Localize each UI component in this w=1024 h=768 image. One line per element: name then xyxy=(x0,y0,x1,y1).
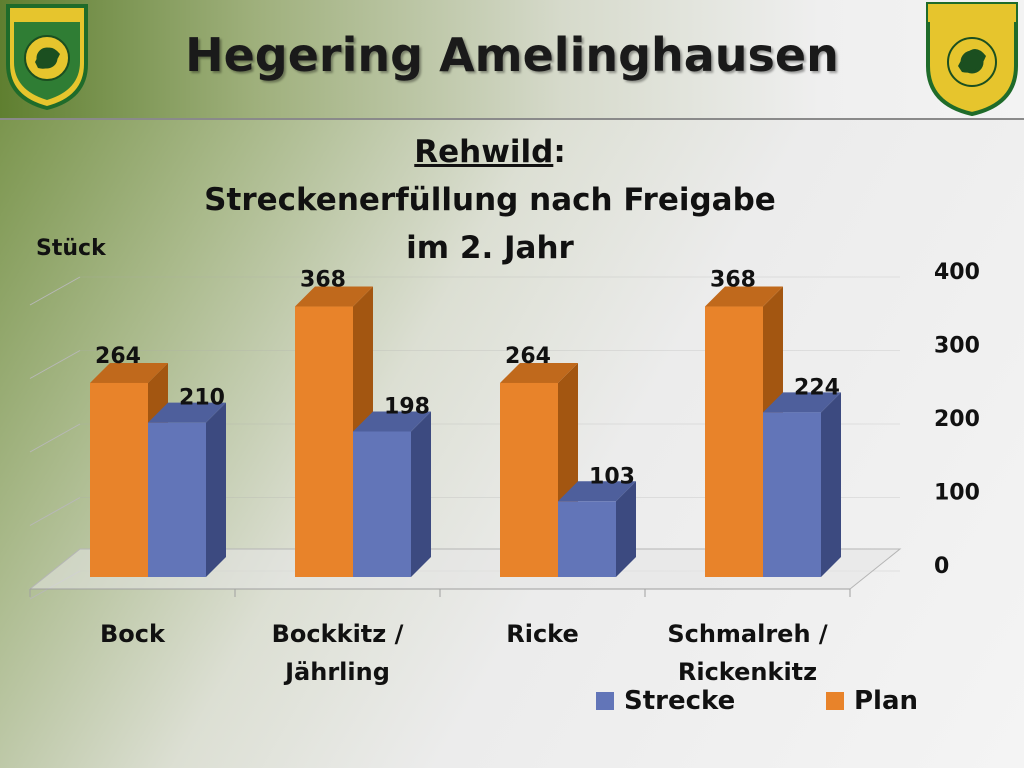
category-label-0-0: Bock xyxy=(100,620,166,648)
legend-label-strecke: Strecke xyxy=(624,686,736,716)
gridline-side-2 xyxy=(29,423,81,453)
data-label-plan-0: 264 xyxy=(95,344,141,369)
bar-strecke-2 xyxy=(558,501,616,577)
bar-top-strecke-0 xyxy=(148,402,226,423)
page-title: Hegering Amelinghausen xyxy=(185,28,839,82)
hegegemeinschaft-logo-icon xyxy=(926,2,1018,116)
category-label-1-0: Bockkitz / xyxy=(272,620,404,648)
data-label-strecke-1: 198 xyxy=(384,394,430,419)
data-label-plan-1: 368 xyxy=(300,268,346,293)
y-axis-label: Stück xyxy=(36,236,106,261)
y-tick-label: 200 xyxy=(934,407,980,432)
legend-swatch-plan xyxy=(826,692,844,710)
hegering-logo-icon xyxy=(6,4,88,110)
header-bar xyxy=(0,0,1024,120)
y-tick-label: 0 xyxy=(934,554,949,579)
gridline-side-1 xyxy=(29,497,81,526)
bar-top-plan-3 xyxy=(705,286,783,307)
bar-top-plan-1 xyxy=(295,286,373,307)
data-label-plan-2: 264 xyxy=(505,344,551,369)
chart-title-line1: Rehwild xyxy=(414,134,554,170)
legend-item-plan: Plan xyxy=(826,686,918,716)
data-label-plan-3: 368 xyxy=(710,268,756,293)
bar-top-strecke-3 xyxy=(763,392,841,413)
category-label-3-1: Rickenkitz xyxy=(678,658,817,686)
bar-side-strecke-0 xyxy=(206,402,226,577)
data-label-strecke-0: 210 xyxy=(179,386,225,411)
bar-plan-3 xyxy=(705,306,763,577)
legend-item-strecke: Strecke xyxy=(596,686,735,716)
bar-strecke-3 xyxy=(763,412,821,577)
data-label-strecke-3: 224 xyxy=(794,375,840,400)
bar-side-strecke-2 xyxy=(616,481,636,577)
bar-side-strecke-1 xyxy=(411,411,431,577)
gridline-side-3 xyxy=(29,350,81,379)
data-label-strecke-2: 103 xyxy=(589,464,635,489)
gridline-side-4 xyxy=(29,276,81,306)
bar-strecke-0 xyxy=(148,422,206,577)
bar-top-plan-2 xyxy=(500,362,578,383)
bar-plan-1 xyxy=(295,306,353,577)
y-tick-label: 400 xyxy=(934,260,980,285)
bar-top-strecke-2 xyxy=(558,481,636,502)
category-label-3-0: Schmalreh / xyxy=(667,620,828,648)
legend-label-plan: Plan xyxy=(854,686,919,716)
category-label-1-1: Jährling xyxy=(283,658,390,686)
legend-swatch-strecke xyxy=(596,692,614,710)
bar-plan-2 xyxy=(500,382,558,577)
chart-title-line1-suffix: : xyxy=(553,134,566,170)
chart-title-line2: Streckenerfüllung nach Freigabe xyxy=(204,182,776,218)
bar-top-plan-0 xyxy=(90,362,168,383)
chart-title-line3: im 2. Jahr xyxy=(406,230,574,266)
y-tick-label: 100 xyxy=(934,481,980,506)
bar-strecke-1 xyxy=(353,431,411,577)
category-label-2-0: Ricke xyxy=(506,620,579,648)
bar-top-strecke-1 xyxy=(353,411,431,432)
bar-plan-0 xyxy=(90,382,148,577)
y-tick-label: 300 xyxy=(934,334,980,359)
chart-title: Rehwild: Streckenerfüllung nach Freigabe… xyxy=(90,128,890,272)
bar-side-strecke-3 xyxy=(821,392,841,577)
